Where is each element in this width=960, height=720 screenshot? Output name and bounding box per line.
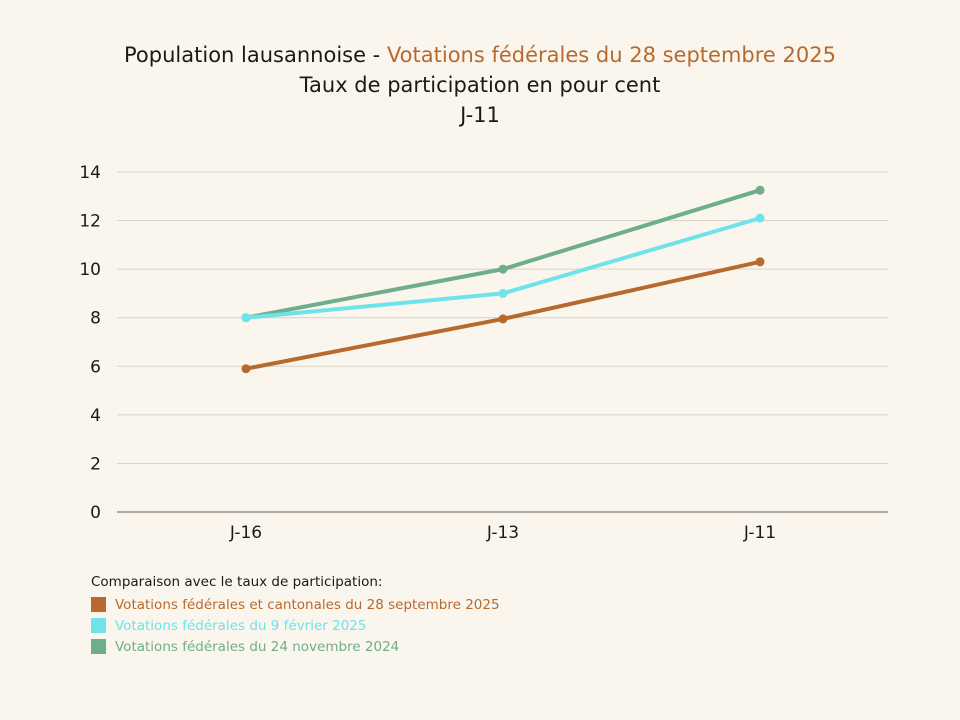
- legend-label: Votations fédérales et cantonales du 28 …: [115, 596, 500, 613]
- legend-swatch: [91, 597, 106, 612]
- legend-item: Votations fédérales du 24 novembre 2024: [91, 636, 500, 657]
- data-point: [755, 213, 765, 223]
- legend-swatch: [91, 618, 106, 633]
- data-point: [498, 314, 508, 324]
- y-tick-label: 6: [90, 357, 101, 377]
- chart-subtitle-period: J-11: [460, 103, 500, 127]
- legend-item: Votations fédérales et cantonales du 28 …: [91, 594, 500, 615]
- chart-title-accent: Votations fédérales du 28 septembre 2025: [386, 43, 836, 67]
- data-point: [498, 288, 508, 298]
- x-tick-label: J-13: [486, 523, 519, 543]
- x-tick-label: J-11: [743, 523, 776, 543]
- data-point: [241, 364, 251, 374]
- legend-label: Votations fédérales du 24 novembre 2024: [115, 638, 400, 655]
- data-point: [755, 185, 765, 195]
- chart-title: Population lausannoise - Votations fédér…: [0, 40, 960, 70]
- legend-item: Votations fédérales du 9 février 2025: [91, 615, 500, 636]
- y-tick-label: 2: [90, 454, 101, 474]
- y-tick-label: 4: [90, 406, 101, 426]
- y-tick-label: 10: [79, 260, 101, 280]
- legend-heading: Comparaison avec le taux de participatio…: [91, 574, 383, 590]
- data-point: [755, 257, 765, 267]
- legend-swatch: [91, 639, 106, 654]
- y-tick-label: 12: [79, 212, 101, 232]
- legend-items: Votations fédérales et cantonales du 28 …: [91, 594, 500, 657]
- y-tick-label: 14: [79, 163, 101, 183]
- y-tick-label: 8: [90, 309, 101, 329]
- series-line: [244, 188, 762, 320]
- x-tick-label: J-16: [229, 523, 262, 543]
- data-point: [241, 313, 251, 323]
- y-tick-label: 0: [90, 503, 101, 523]
- chart-legend: Comparaison avec le taux de participatio…: [91, 574, 500, 657]
- data-point: [498, 264, 508, 274]
- chart-title-block: Population lausannoise - Votations fédér…: [0, 40, 960, 130]
- line-chart: 0 2 4 6 8 10 12 14 J-16 J-13 J-11: [79, 163, 888, 543]
- chart-subtitle: Taux de participation en pour cent: [299, 73, 661, 97]
- chart-title-main: Population lausannoise -: [124, 43, 387, 67]
- legend-label: Votations fédérales du 9 février 2025: [115, 617, 367, 634]
